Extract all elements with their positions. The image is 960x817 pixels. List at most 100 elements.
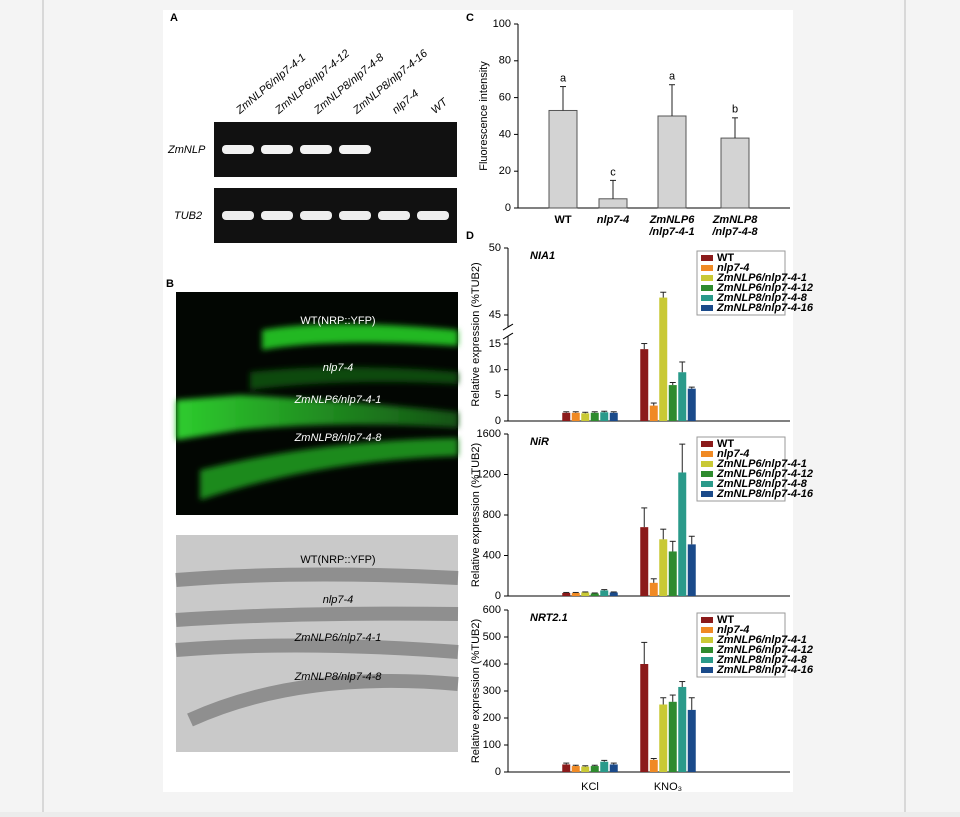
y-tick-label: 300 bbox=[483, 685, 501, 697]
x-tick-label: nlp7-4 bbox=[597, 214, 629, 226]
legend-swatch bbox=[701, 461, 713, 467]
y-tick-label: 200 bbox=[483, 712, 501, 724]
annotation: c bbox=[610, 166, 616, 178]
legend-swatch bbox=[701, 295, 713, 301]
bar bbox=[600, 761, 609, 772]
legend-swatch bbox=[701, 667, 713, 673]
annotation: a bbox=[669, 71, 676, 83]
gel-band bbox=[261, 145, 293, 154]
legend-label: ZmNLP8/nlp7-4-16 bbox=[716, 664, 814, 676]
bar bbox=[609, 592, 618, 596]
bar bbox=[687, 544, 696, 596]
bar bbox=[657, 115, 687, 209]
bar bbox=[590, 766, 599, 772]
y-tick-label: 0 bbox=[505, 202, 511, 214]
bar bbox=[649, 582, 658, 596]
annotation: a bbox=[560, 72, 567, 84]
row-label: ZmNLP bbox=[167, 144, 206, 156]
image-label: WT(NRP::YFP) bbox=[300, 554, 375, 566]
bar bbox=[581, 766, 590, 772]
image-label: ZmNLP6/nlp7-4-1 bbox=[294, 394, 382, 406]
legend-swatch bbox=[701, 637, 713, 643]
bar bbox=[649, 405, 658, 421]
y-tick-label: 500 bbox=[483, 631, 501, 643]
legend-label: nlp7-4 bbox=[717, 448, 749, 460]
image-label: ZmNLP8/nlp7-4-8 bbox=[294, 671, 383, 683]
bar bbox=[571, 592, 580, 596]
bar bbox=[600, 590, 609, 596]
bar bbox=[668, 385, 677, 421]
gel-band bbox=[339, 211, 371, 220]
panel-label: C bbox=[466, 12, 474, 24]
bar bbox=[640, 527, 649, 596]
y-tick-label: 80 bbox=[499, 55, 511, 67]
y-tick-label: 600 bbox=[483, 604, 501, 616]
y-tick-label: 0 bbox=[495, 415, 501, 427]
legend-box bbox=[696, 436, 786, 502]
gel-band bbox=[261, 211, 293, 220]
bar bbox=[668, 551, 677, 596]
bar bbox=[640, 664, 649, 772]
bar bbox=[649, 759, 658, 772]
legend-swatch bbox=[701, 255, 713, 261]
bar bbox=[598, 198, 628, 209]
y-tick-label: 400 bbox=[483, 549, 501, 561]
legend-swatch bbox=[701, 481, 713, 487]
panel-label: A bbox=[170, 12, 178, 24]
x-tick-label: KNO₃ bbox=[654, 781, 682, 793]
bar bbox=[600, 412, 609, 421]
image-label: nlp7-4 bbox=[323, 594, 354, 606]
legend-swatch bbox=[701, 305, 713, 311]
bar bbox=[687, 388, 696, 421]
bar bbox=[678, 472, 687, 596]
y-tick-label: 15 bbox=[489, 338, 501, 350]
bar bbox=[590, 593, 599, 596]
gel-band bbox=[339, 145, 371, 154]
gel-band bbox=[222, 145, 254, 154]
gel-band bbox=[300, 145, 332, 154]
bar bbox=[687, 709, 696, 772]
y-tick-label: 40 bbox=[499, 128, 511, 140]
legend-swatch bbox=[701, 657, 713, 663]
legend-swatch bbox=[701, 617, 713, 623]
legend-label: ZmNLP6/nlp7-4-12 bbox=[716, 282, 813, 294]
y-tick-label: 20 bbox=[499, 165, 511, 177]
y-tick-label: 800 bbox=[483, 509, 501, 521]
legend-label: ZmNLP8/nlp7-4-8 bbox=[716, 654, 808, 666]
bar bbox=[720, 137, 750, 209]
y-axis-label: Relative expression (%TUB2) bbox=[470, 619, 482, 763]
root-fluorescence bbox=[176, 324, 458, 500]
image-label: nlp7-4 bbox=[323, 362, 354, 374]
bar bbox=[640, 349, 649, 421]
image-label: ZmNLP8/nlp7-4-8 bbox=[294, 432, 383, 444]
bar bbox=[609, 412, 618, 421]
bar bbox=[609, 764, 618, 772]
y-tick-label: 60 bbox=[499, 92, 511, 104]
image-labels: WT(NRP::YFP)nlp7-4ZmNLP6/nlp7-4-1ZmNLP8/… bbox=[294, 315, 383, 683]
legend-label: ZmNLP6/nlp7-4-1 bbox=[716, 458, 807, 470]
legend-label: WT bbox=[717, 252, 734, 264]
chart-title: NRT2.1 bbox=[530, 612, 568, 624]
image-label: WT(NRP::YFP) bbox=[300, 315, 375, 327]
bar bbox=[659, 539, 668, 596]
bar bbox=[659, 704, 668, 772]
axis-break bbox=[502, 323, 514, 331]
y-axis-label: Relative expression (%TUB2) bbox=[470, 262, 482, 406]
bar bbox=[571, 412, 580, 421]
bar bbox=[548, 109, 578, 209]
legend-box bbox=[696, 250, 786, 316]
bar bbox=[581, 592, 590, 596]
legend-swatch bbox=[701, 285, 713, 291]
legend-swatch bbox=[701, 441, 713, 447]
bar bbox=[668, 701, 677, 772]
axis-break bbox=[502, 332, 514, 340]
y-axis-label: Relative expression (%TUB2) bbox=[470, 443, 482, 587]
y-tick-label: 45 bbox=[489, 309, 501, 321]
gel-bands bbox=[222, 145, 449, 220]
legend-label: nlp7-4 bbox=[717, 624, 749, 636]
y-tick-label: 0 bbox=[495, 766, 501, 778]
legend-label: ZmNLP6/nlp7-4-1 bbox=[716, 634, 807, 646]
legend-label: ZmNLP8/nlp7-4-16 bbox=[716, 488, 814, 500]
legend-label: WT bbox=[717, 438, 734, 450]
row-label: TUB2 bbox=[174, 210, 202, 222]
